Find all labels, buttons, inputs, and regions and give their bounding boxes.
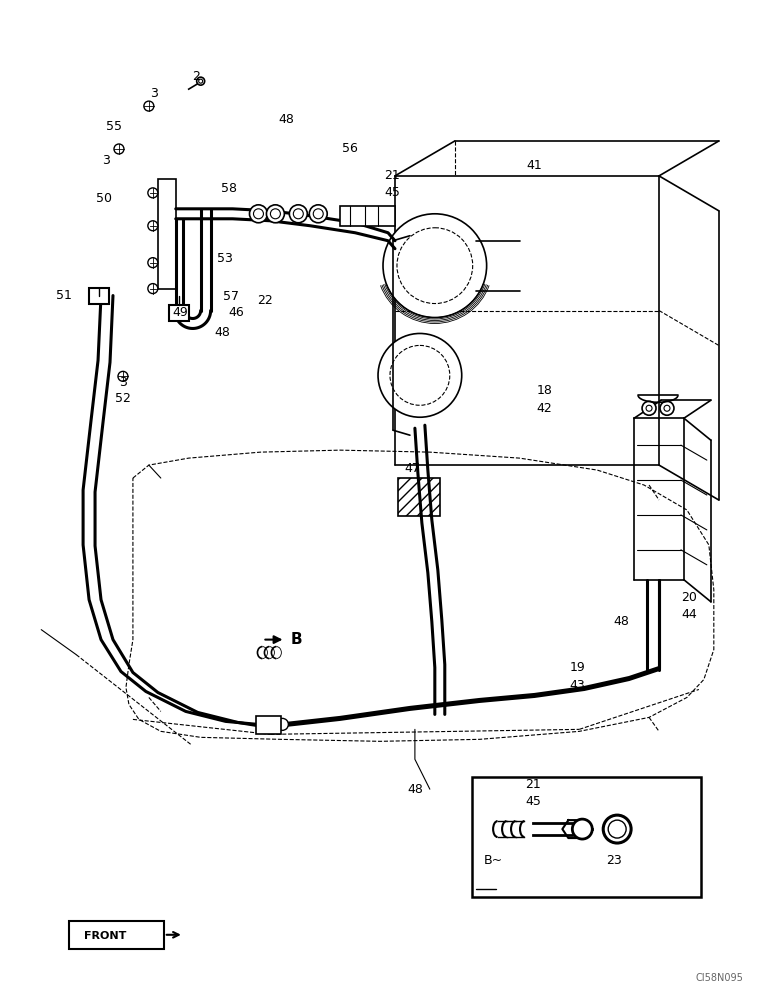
Circle shape bbox=[249, 205, 267, 223]
Circle shape bbox=[118, 371, 128, 381]
Circle shape bbox=[664, 405, 670, 411]
Circle shape bbox=[148, 221, 157, 231]
Circle shape bbox=[270, 718, 283, 730]
Text: 47: 47 bbox=[404, 462, 420, 475]
Text: 23: 23 bbox=[606, 854, 622, 867]
Circle shape bbox=[198, 79, 203, 83]
Text: 41: 41 bbox=[527, 159, 543, 172]
Circle shape bbox=[660, 401, 674, 415]
Text: 21: 21 bbox=[526, 778, 541, 791]
Bar bbox=[472, 777, 701, 897]
Text: B: B bbox=[290, 632, 302, 647]
Circle shape bbox=[608, 820, 626, 838]
Circle shape bbox=[148, 258, 157, 268]
Text: B~: B~ bbox=[484, 854, 503, 867]
Text: 3: 3 bbox=[150, 87, 157, 100]
Bar bbox=[169, 305, 188, 320]
Circle shape bbox=[253, 209, 263, 219]
Text: 45: 45 bbox=[526, 795, 541, 808]
Circle shape bbox=[197, 77, 205, 85]
Text: 48: 48 bbox=[279, 113, 294, 126]
Circle shape bbox=[310, 205, 327, 223]
Text: 48: 48 bbox=[215, 326, 231, 339]
Circle shape bbox=[265, 718, 276, 730]
Text: 51: 51 bbox=[56, 289, 72, 302]
Circle shape bbox=[270, 209, 280, 219]
Text: 48: 48 bbox=[613, 615, 629, 628]
Circle shape bbox=[293, 209, 303, 219]
Circle shape bbox=[572, 819, 592, 839]
Text: 53: 53 bbox=[217, 252, 232, 265]
Circle shape bbox=[148, 284, 157, 294]
Bar bbox=[69, 921, 164, 949]
Text: 43: 43 bbox=[570, 679, 585, 692]
Text: 52: 52 bbox=[115, 392, 131, 405]
Circle shape bbox=[313, 209, 323, 219]
Circle shape bbox=[397, 228, 472, 304]
Text: 22: 22 bbox=[258, 294, 273, 307]
Text: 19: 19 bbox=[570, 661, 585, 674]
Text: CI58N095: CI58N095 bbox=[696, 973, 743, 983]
Text: 48: 48 bbox=[407, 783, 423, 796]
Circle shape bbox=[114, 144, 124, 154]
Text: 49: 49 bbox=[173, 306, 188, 319]
Bar bbox=[256, 716, 281, 734]
Text: 50: 50 bbox=[96, 192, 112, 205]
Bar bbox=[340, 206, 395, 226]
Text: 46: 46 bbox=[229, 306, 245, 319]
Circle shape bbox=[383, 214, 486, 318]
Bar bbox=[398, 478, 440, 516]
Circle shape bbox=[144, 101, 154, 111]
Circle shape bbox=[390, 345, 450, 405]
Circle shape bbox=[266, 205, 284, 223]
Text: 58: 58 bbox=[221, 182, 236, 195]
Bar bbox=[89, 288, 109, 304]
Text: 18: 18 bbox=[537, 384, 552, 397]
Text: 21: 21 bbox=[384, 169, 400, 182]
Text: 3: 3 bbox=[119, 376, 127, 389]
Circle shape bbox=[378, 333, 462, 417]
Circle shape bbox=[290, 205, 307, 223]
Text: 57: 57 bbox=[222, 290, 239, 303]
Text: 42: 42 bbox=[537, 402, 552, 415]
Circle shape bbox=[276, 718, 289, 730]
Text: 45: 45 bbox=[384, 186, 400, 199]
Text: 20: 20 bbox=[681, 591, 697, 604]
Text: 55: 55 bbox=[106, 120, 122, 133]
Text: FRONT: FRONT bbox=[84, 931, 127, 941]
Circle shape bbox=[148, 188, 157, 198]
Text: 56: 56 bbox=[342, 142, 358, 155]
Text: 2: 2 bbox=[191, 70, 200, 83]
Circle shape bbox=[642, 401, 656, 415]
Text: 44: 44 bbox=[681, 608, 697, 621]
Text: 3: 3 bbox=[102, 154, 110, 167]
Bar bbox=[157, 179, 176, 289]
Circle shape bbox=[603, 815, 631, 843]
Circle shape bbox=[646, 405, 652, 411]
